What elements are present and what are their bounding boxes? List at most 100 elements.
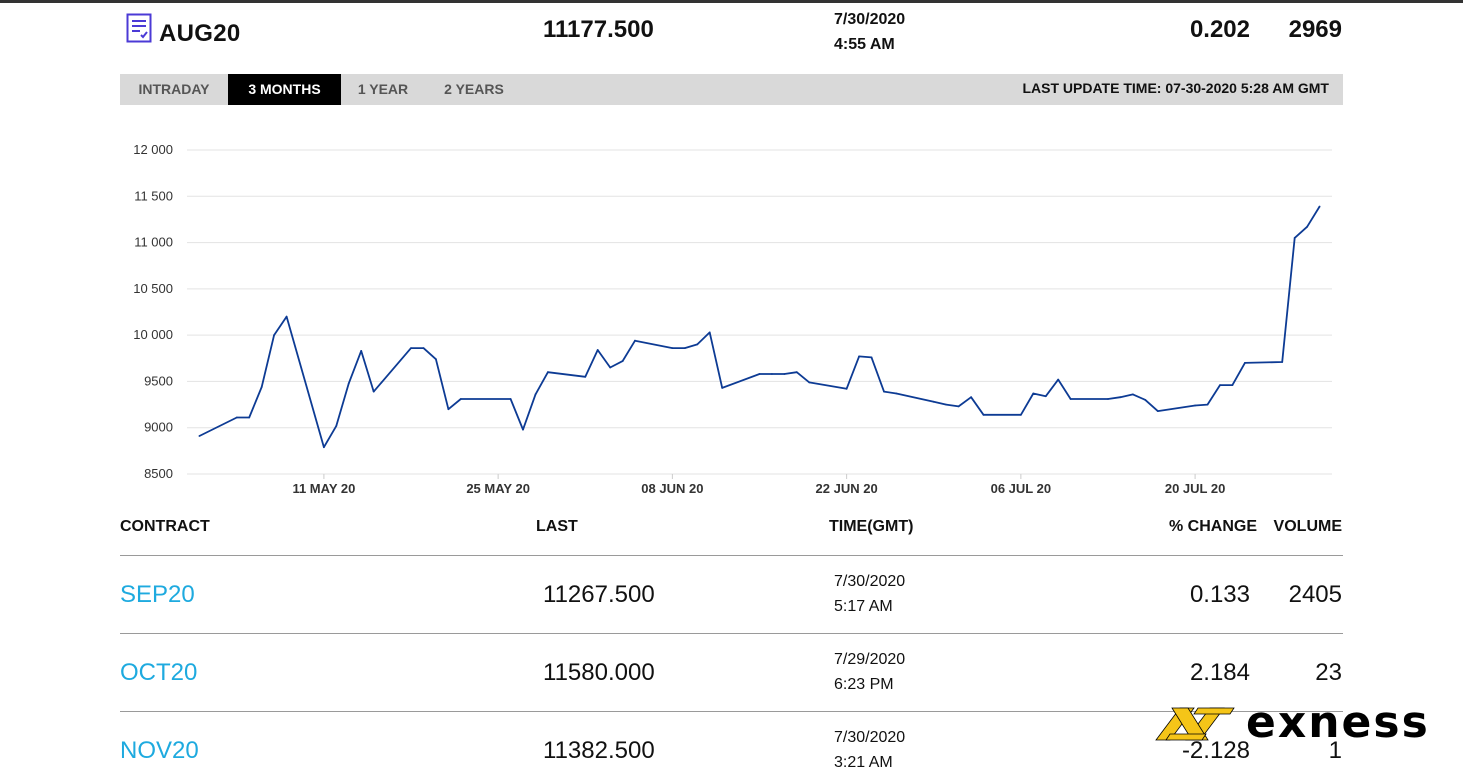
- data-point: [783, 373, 786, 375]
- data-point: [795, 371, 798, 374]
- row-change: -2.128: [1181, 737, 1250, 764]
- data-point: [372, 390, 375, 393]
- x-axis-ticks: 11 MAY 20 25 MAY 20 08 JUN 20 22 JUN 20 06 J…: [292, 474, 1225, 496]
- row-time: 3:21 AM: [834, 754, 893, 771]
- header-timestamp: 7/30/2020 4:55 AM: [834, 7, 905, 57]
- chart-grid: [187, 149, 1332, 475]
- data-point: [1044, 395, 1047, 398]
- data-point: [1306, 225, 1308, 228]
- data-point: [634, 339, 636, 342]
- header-last-price: 11177.500: [543, 16, 654, 43]
- y-tick-label: 9000: [144, 420, 173, 435]
- price-chart: 8500 9000 9500 10 000 10 500 11 000 11 500 12 0…: [133, 142, 1332, 496]
- row-contract-link[interactable]: SEP20: [120, 581, 195, 608]
- data-point: [696, 343, 699, 346]
- data-point: [845, 387, 848, 390]
- row-timestamp: 7/30/2020 5:17 AM: [834, 569, 905, 619]
- data-point: [235, 416, 238, 419]
- data-point: [808, 381, 811, 384]
- row-contract-link[interactable]: NOV20: [120, 737, 199, 764]
- col-header-volume: VOLUME: [1273, 518, 1342, 535]
- data-point: [1244, 362, 1246, 364]
- x-tick-label: 25 MAY 20: [466, 481, 530, 496]
- data-point: [870, 356, 873, 359]
- tab-1-year[interactable]: 1 YEAR: [357, 81, 409, 97]
- data-point: [273, 334, 275, 336]
- row-last: 11580.000: [543, 659, 655, 686]
- data-point: [1144, 399, 1147, 401]
- y-tick-label: 9500: [144, 373, 173, 388]
- data-point: [858, 355, 860, 358]
- col-header-time: TIME(GMT): [829, 518, 914, 535]
- data-point: [1206, 403, 1209, 406]
- table-divider: [120, 711, 1343, 712]
- last-update-time: LAST UPDATE TIME: 07-30-2020 5:28 AM GMT: [1022, 80, 1329, 96]
- contract-document-icon: [126, 13, 152, 43]
- data-point: [596, 349, 599, 351]
- data-point: [1119, 396, 1122, 399]
- selected-contract-header: AUG20 11177.500 7/30/2020 4:55 AM 0.202 …: [0, 0, 1463, 60]
- y-tick-label: 8500: [144, 466, 173, 481]
- row-contract-link[interactable]: OCT20: [120, 659, 198, 686]
- data-point: [459, 398, 462, 400]
- data-point: [1194, 404, 1196, 407]
- data-point: [534, 393, 537, 396]
- row-volume: 23: [1315, 659, 1342, 686]
- row-volume: 1: [1328, 737, 1342, 764]
- x-tick-label: 06 JUL 20: [991, 481, 1051, 496]
- data-point: [883, 390, 885, 393]
- data-point: [895, 392, 898, 395]
- tab-3-months[interactable]: 3 MONTHS: [228, 74, 341, 105]
- data-point: [1132, 393, 1134, 396]
- col-header-last: LAST: [536, 518, 578, 535]
- data-point: [509, 398, 512, 400]
- data-point: [248, 416, 251, 419]
- data-point: [771, 373, 773, 375]
- data-point: [584, 375, 587, 378]
- data-point: [982, 413, 985, 416]
- tab-2-years[interactable]: 2 YEARS: [444, 81, 504, 97]
- header-contract: AUG20: [159, 20, 241, 47]
- data-point: [1231, 384, 1234, 386]
- y-tick-label: 11 000: [134, 235, 173, 250]
- x-tick-label: 20 JUL 20: [1165, 481, 1225, 496]
- range-tabs: INTRADAY 3 MONTHS 1 YEAR 2 YEARS LAST UP…: [120, 74, 1343, 105]
- data-point: [198, 435, 201, 437]
- data-point: [970, 396, 972, 399]
- row-date: 7/29/2020: [834, 651, 906, 668]
- row-volume: 2405: [1288, 581, 1342, 608]
- row-last: 11267.500: [543, 581, 655, 608]
- data-point: [1069, 398, 1072, 400]
- data-point: [1156, 410, 1159, 412]
- data-point: [335, 425, 338, 427]
- row-time: 6:23 PM: [834, 676, 894, 693]
- row-change: 0.133: [1189, 581, 1250, 608]
- data-point: [1057, 378, 1060, 381]
- data-point: [410, 347, 412, 349]
- data-point: [285, 315, 288, 318]
- row-change: 2.184: [1189, 659, 1250, 686]
- col-header-contract: CONTRACT: [120, 518, 210, 535]
- data-point: [957, 405, 960, 408]
- tab-intraday[interactable]: INTRADAY: [138, 81, 210, 97]
- data-point: [1318, 205, 1321, 208]
- y-axis-ticks: 8500 9000 9500 10 000 10 500 11 000 11 500 12 0…: [133, 142, 173, 481]
- y-tick-label: 12 000: [133, 142, 173, 157]
- data-point: [260, 386, 263, 388]
- data-point: [671, 347, 674, 349]
- header-time: 4:55 AM: [834, 36, 895, 53]
- data-point: [932, 400, 935, 403]
- x-tick-label: 11 MAY 20: [292, 481, 355, 496]
- row-timestamp: 7/30/2020 3:21 AM: [834, 725, 905, 775]
- row-time: 5:17 AM: [834, 598, 893, 615]
- price-points: [198, 205, 1321, 449]
- data-point: [1219, 384, 1221, 386]
- col-header-change: % CHANGE: [1168, 518, 1257, 535]
- data-point: [1281, 361, 1284, 363]
- row-date: 7/30/2020: [834, 729, 906, 746]
- x-tick-label: 08 JUN 20: [641, 481, 703, 496]
- data-point: [547, 371, 549, 374]
- data-point: [621, 360, 624, 362]
- data-point: [683, 347, 686, 349]
- x-tick-label: 22 JUN 20: [816, 481, 878, 496]
